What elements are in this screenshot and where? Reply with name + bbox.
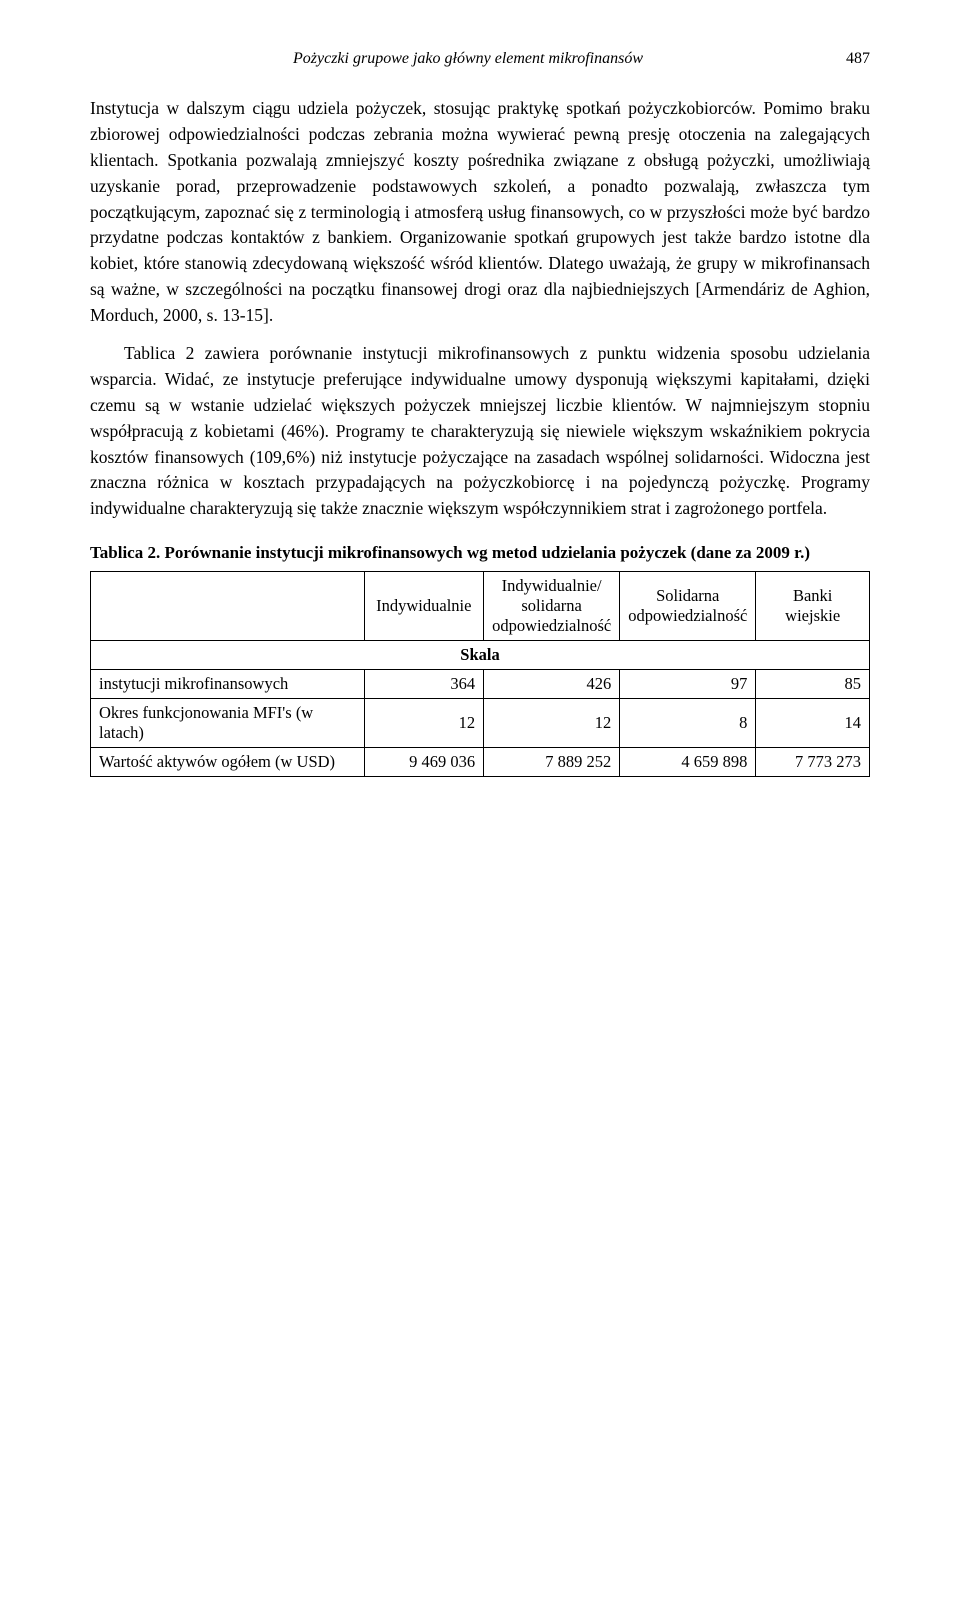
table-cell: 4 659 898: [620, 748, 756, 777]
table-cell: 364: [364, 670, 484, 699]
page-number: 487: [846, 50, 870, 68]
table-cell: 12: [484, 699, 620, 748]
table-row: Okres funkcjonowania MFI's (w latach) 12…: [91, 699, 870, 748]
table-row: instytucji mikrofinansowych 364 426 97 8…: [91, 670, 870, 699]
paragraph-2: Tablica 2 zawiera porównanie instytucji …: [90, 341, 870, 522]
running-title: Pożyczki grupowe jako główny element mik…: [293, 50, 643, 67]
table-cell: 7 773 273: [756, 748, 870, 777]
table-section-label: Skala: [91, 641, 870, 670]
table-header-col4: Banki wiejskie: [756, 572, 870, 641]
table-cell: 7 889 252: [484, 748, 620, 777]
table-cell-label: instytucji mikrofinansowych: [91, 670, 365, 699]
table-header-col3: Solidarna odpowiedzialność: [620, 572, 756, 641]
table-cell: 9 469 036: [364, 748, 484, 777]
table-cell-label: Okres funkcjonowania MFI's (w latach): [91, 699, 365, 748]
table-header-blank: [91, 572, 365, 641]
table-cell: 85: [756, 670, 870, 699]
table-row: Wartość aktywów ogółem (w USD) 9 469 036…: [91, 748, 870, 777]
comparison-table: Indywidualnie Indywidualnie/ solidarna o…: [90, 571, 870, 777]
page: Pożyczki grupowe jako główny element mik…: [0, 0, 960, 837]
table-cell-label: Wartość aktywów ogółem (w USD): [91, 748, 365, 777]
table-header-col1: Indywidualnie: [364, 572, 484, 641]
table-header-row: Indywidualnie Indywidualnie/ solidarna o…: [91, 572, 870, 641]
table-cell: 426: [484, 670, 620, 699]
table-cell: 14: [756, 699, 870, 748]
running-header: Pożyczki grupowe jako główny element mik…: [90, 50, 870, 68]
table-cell: 97: [620, 670, 756, 699]
table-caption: Tablica 2. Porównanie instytucji mikrofi…: [90, 542, 870, 565]
table-header-col2: Indywidualnie/ solidarna odpowiedzialnoś…: [484, 572, 620, 641]
table-cell: 8: [620, 699, 756, 748]
table-section-row: Skala: [91, 641, 870, 670]
paragraph-1: Instytucja w dalszym ciągu udziela pożyc…: [90, 96, 870, 329]
table-cell: 12: [364, 699, 484, 748]
